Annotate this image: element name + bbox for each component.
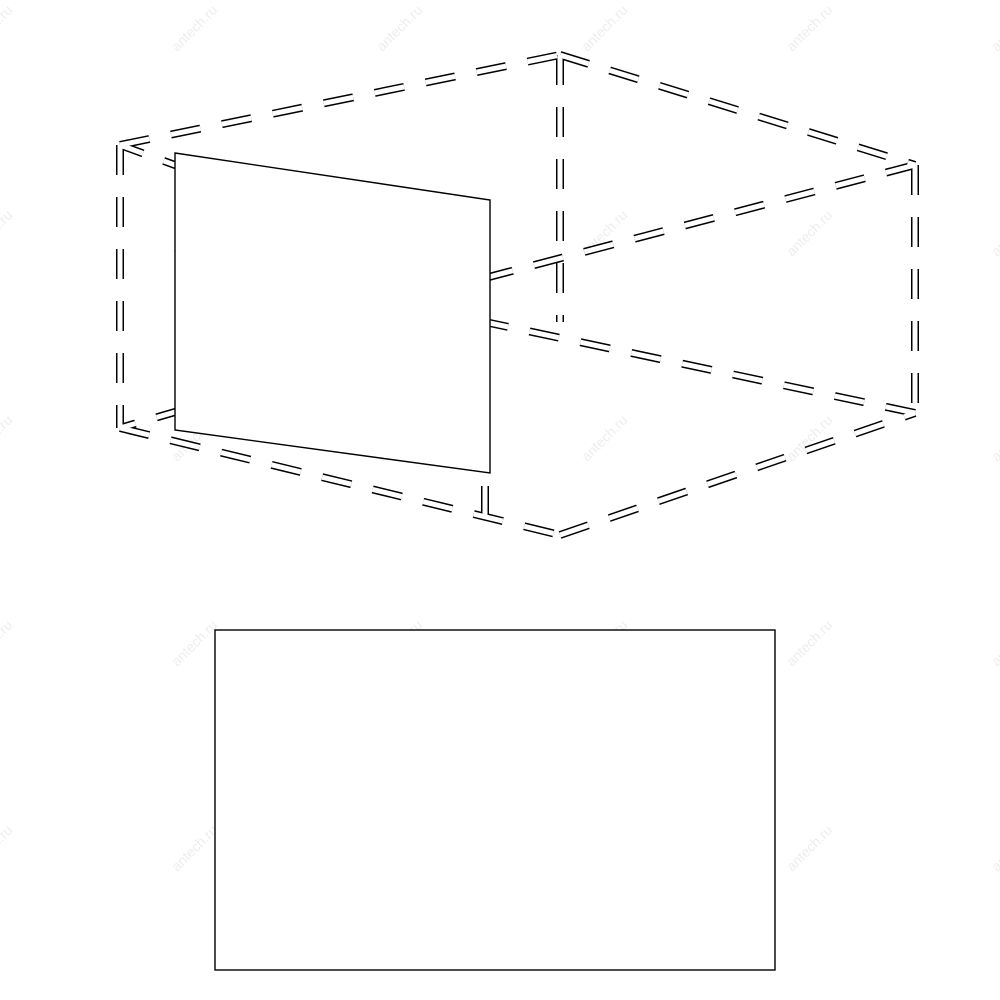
diagram-svg <box>0 0 1000 1000</box>
solid-side-panel <box>175 153 490 473</box>
flat-rectangle <box>215 630 775 970</box>
